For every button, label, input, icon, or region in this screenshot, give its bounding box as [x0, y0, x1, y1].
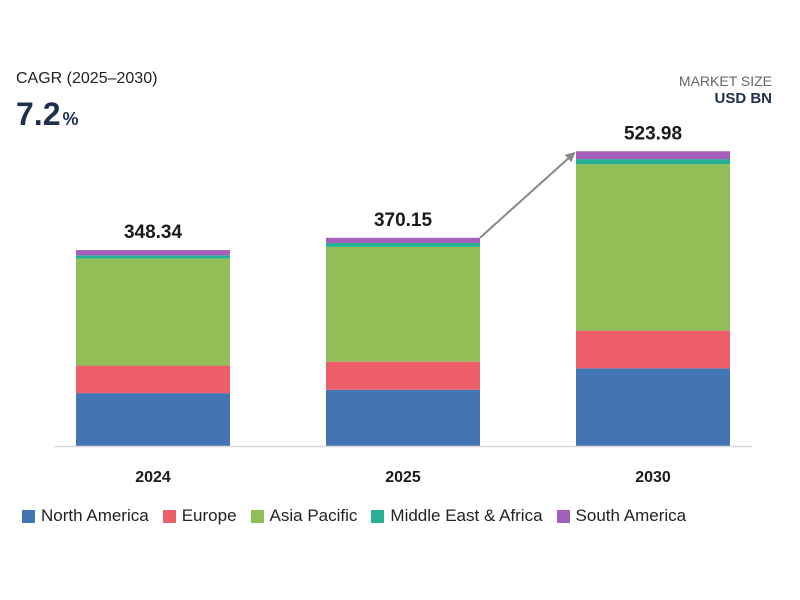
cagr-value-block: 7.2%: [16, 96, 79, 137]
legend-label: Europe: [181, 506, 237, 525]
bar-segment-2024-north-america: [76, 393, 230, 446]
bar-segment-2025-europe: [326, 361, 480, 390]
bar-segment-2025-middle-east-africa: [326, 242, 480, 247]
legend-swatch: [162, 509, 176, 523]
bar-segment-2030-north-america: [576, 368, 730, 446]
total-label-2030: 523.98: [624, 123, 682, 144]
bar-segment-2025-asia-pacific: [326, 246, 480, 362]
legend-label: North America: [41, 506, 149, 525]
bar-segment-2024-asia-pacific: [76, 258, 230, 366]
legend-label: Middle East & Africa: [390, 506, 543, 525]
x-tick-label-2024: 2024: [135, 469, 171, 486]
market-size-unit: USD BN: [714, 90, 772, 107]
market-size-label: MARKET SIZE USD BN: [679, 72, 772, 108]
bar-segment-2024-middle-east-africa: [76, 255, 230, 259]
legend-item-north-america: North America: [22, 506, 149, 526]
legend-swatch: [22, 509, 35, 523]
legend-item-asia-pacific: Asia Pacific: [250, 506, 358, 526]
growth-arrow: [479, 151, 576, 239]
legend-label: South America: [575, 506, 687, 525]
legend-item-south-america: South America: [556, 506, 687, 526]
legend-swatch: [250, 509, 264, 523]
bar-segment-2025-south-america: [326, 237, 480, 243]
x-tick-label-2030: 2030: [635, 469, 671, 486]
legend-item-middle-east-africa: Middle East & Africa: [371, 506, 543, 526]
legend-item-europe: Europe: [162, 506, 237, 526]
bar-segment-2030-europe: [576, 330, 730, 369]
x-tick-label-2025: 2025: [385, 469, 421, 486]
cagr-label: CAGR (2025–2030): [16, 70, 158, 87]
bar-segment-2030-asia-pacific: [576, 164, 730, 331]
bar-segment-2024-south-america: [76, 250, 230, 256]
bar-segment-2025-north-america: [326, 389, 480, 446]
bar-segment-2030-south-america: [576, 151, 730, 160]
chart-legend: North America Europe Asia Pacific Middle Ea…: [22, 506, 686, 526]
total-label-2024: 348.34: [124, 222, 183, 243]
market-size-line1: MARKET SIZE: [678, 73, 772, 89]
cagr-unit: %: [62, 109, 79, 129]
total-label-2025: 370.15: [374, 210, 433, 231]
bar-segment-2030-middle-east-africa: [576, 159, 730, 165]
legend-swatch: [556, 509, 570, 523]
cagr-value: 7.2: [16, 96, 61, 132]
legend-swatch: [371, 509, 385, 523]
legend-label: Asia Pacific: [269, 506, 358, 525]
bar-segment-2024-europe: [76, 365, 230, 394]
